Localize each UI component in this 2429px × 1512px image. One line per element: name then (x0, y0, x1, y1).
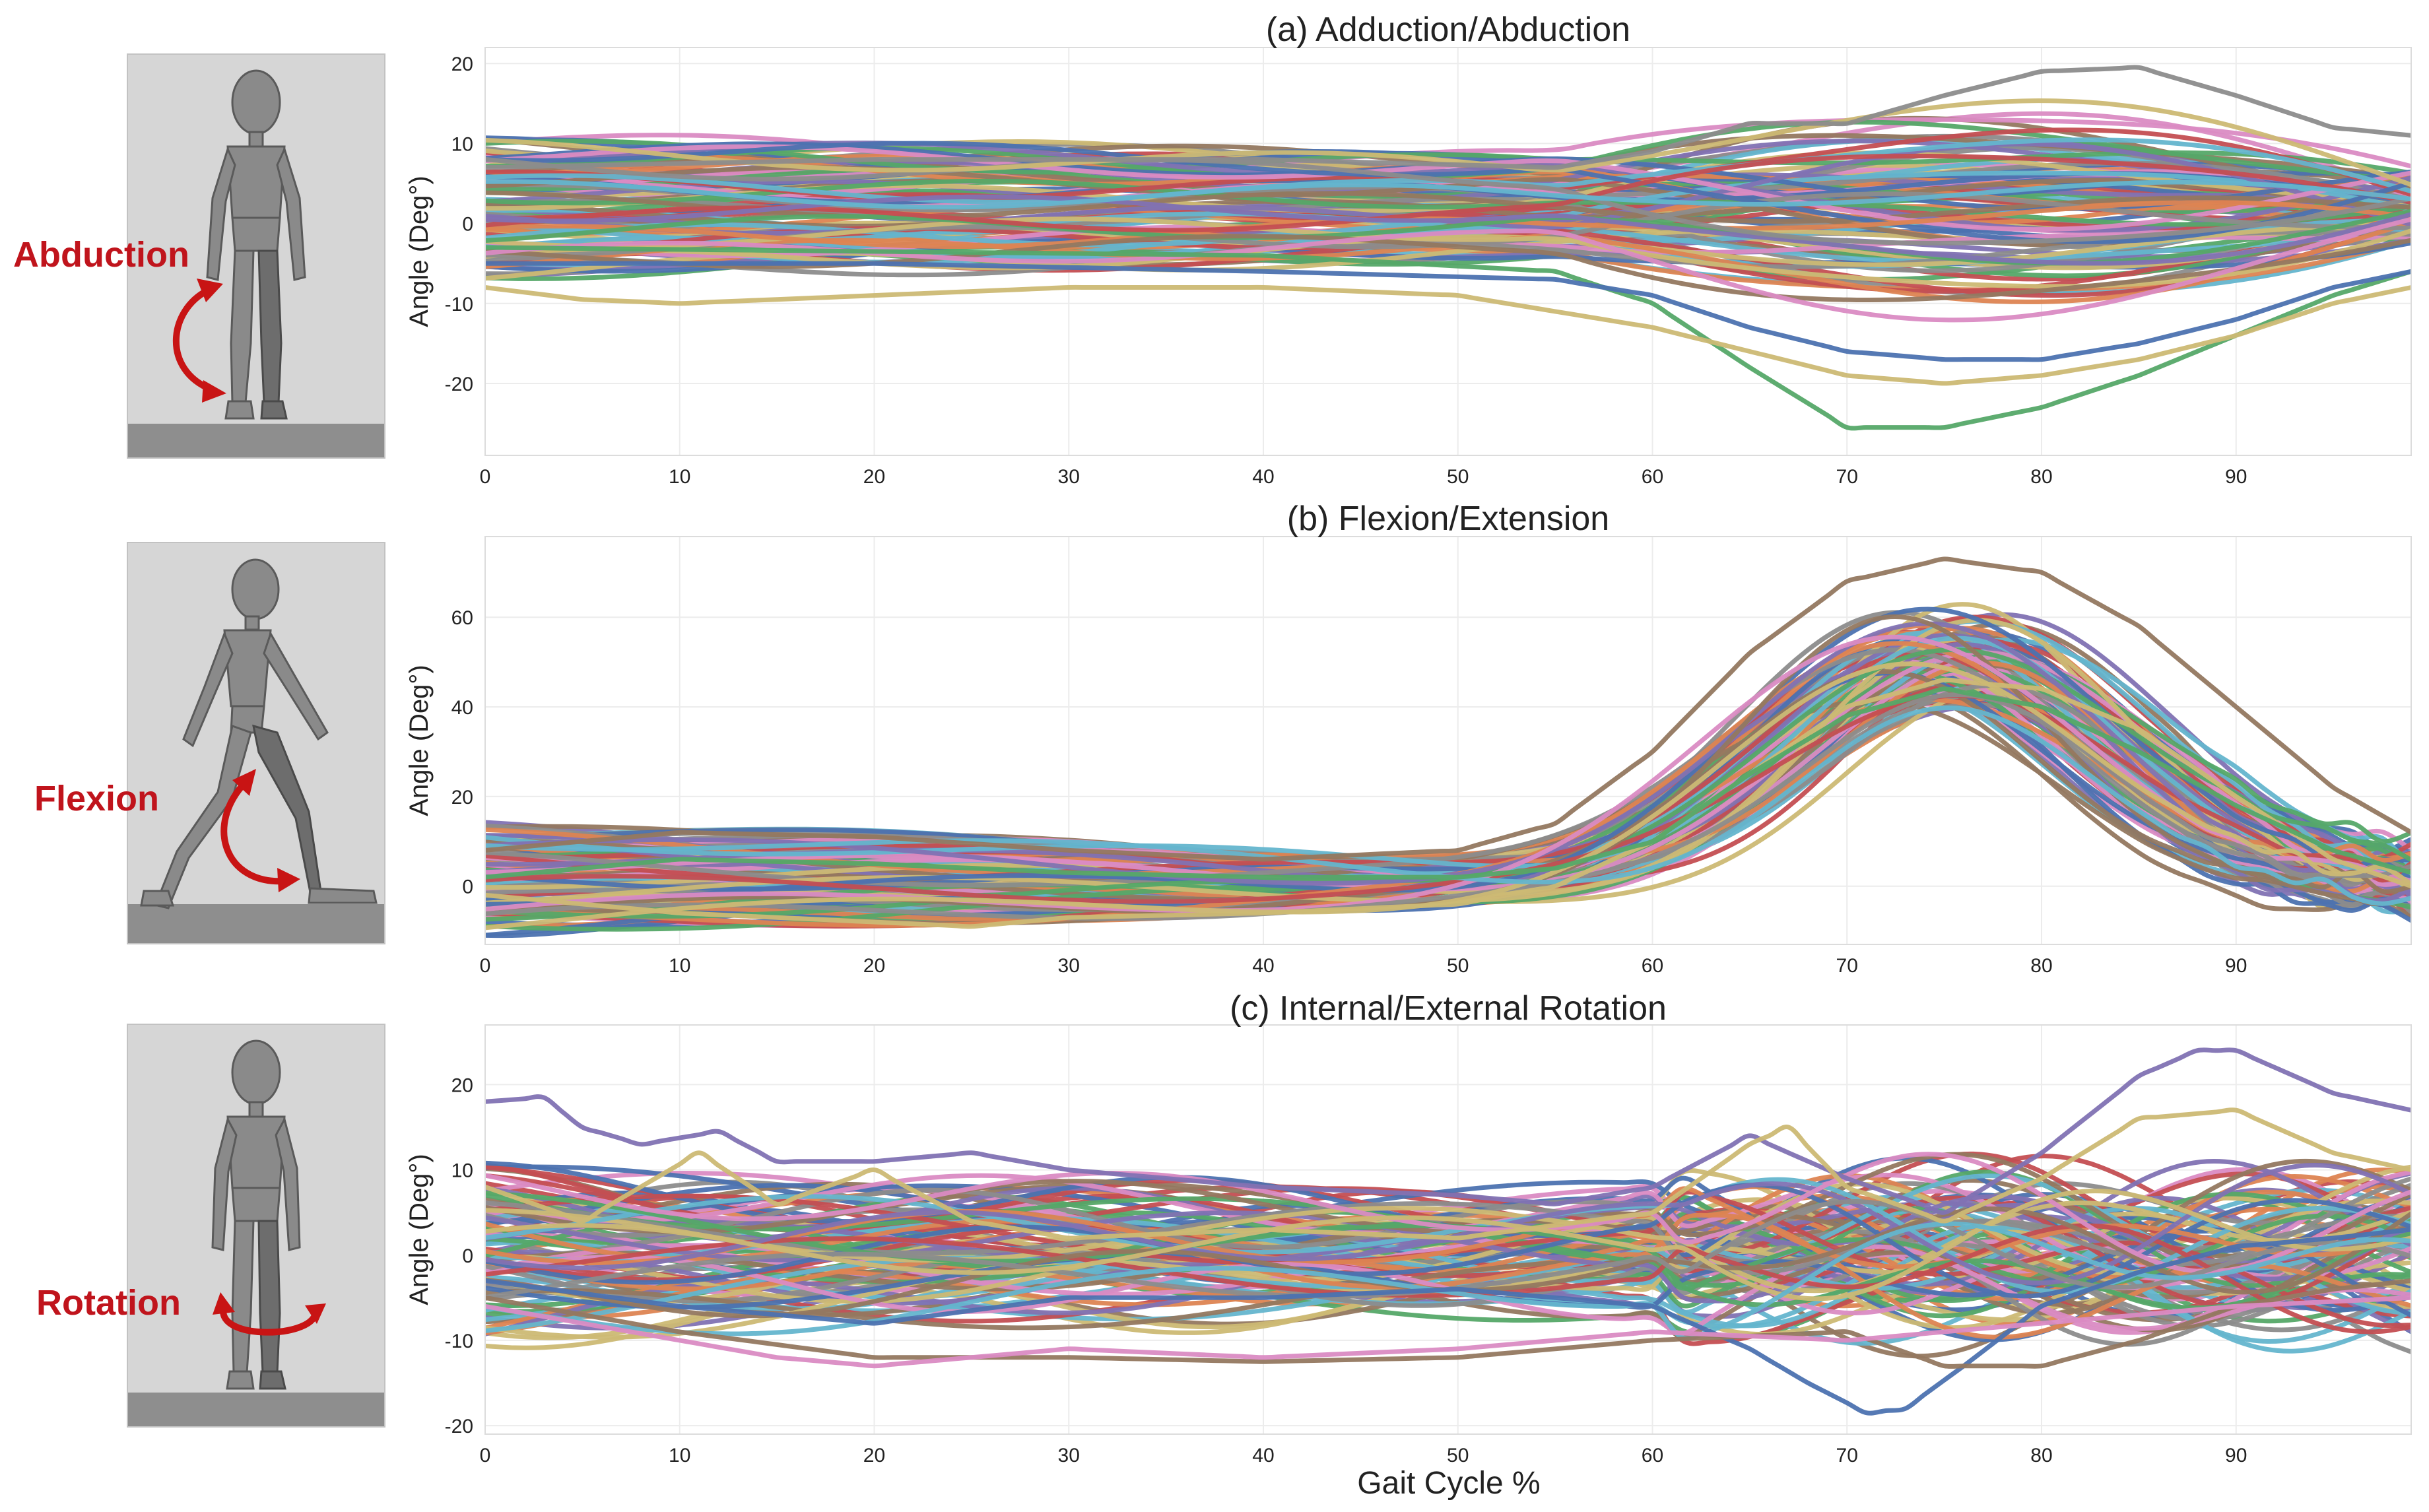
panel-title: (c) Internal/External Rotation (1230, 989, 1667, 1028)
y-tick-label: 10 (451, 1160, 473, 1182)
y-tick-label: 20 (451, 1074, 473, 1096)
x-tick-label: 90 (2225, 1445, 2247, 1466)
y-tick-label: 0 (462, 214, 473, 236)
y-tick-label: 10 (451, 133, 473, 155)
x-tick-label: 60 (1642, 1445, 1663, 1466)
thumbnail-flexion: Flexion (34, 542, 385, 944)
x-tick-label: 50 (1447, 955, 1469, 977)
x-tick-label: 0 (480, 955, 491, 977)
x-tick-label: 40 (1252, 955, 1274, 977)
x-tick-label: 80 (2030, 1445, 2052, 1466)
chart-internal-external-rotation: 0 10 20 30 40 50 60 70 80 90 20 10 0 -10 -20 Angle (Deg… (405, 989, 2411, 1466)
x-tick-label: 50 (1447, 466, 1469, 488)
x-tick-label: 30 (1058, 466, 1080, 488)
x-tick-label: 20 (863, 955, 885, 977)
y-tick-label: -10 (445, 1331, 473, 1352)
x-tick-label: 70 (1836, 466, 1858, 488)
y-tick-label: 20 (451, 53, 473, 75)
x-tick-label: 10 (669, 955, 690, 977)
thumbnail-rotation: Rotation (36, 1024, 385, 1427)
y-axis-label: Angle (Deg°) (405, 1154, 434, 1305)
x-tick-label: 40 (1252, 1445, 1274, 1466)
panel-title: (a) Adduction/Abduction (1266, 11, 1630, 49)
x-tick-label: 50 (1447, 1445, 1469, 1466)
panel-title: (b) Flexion/Extension (1287, 500, 1609, 538)
x-tick-label: 0 (480, 1445, 491, 1466)
y-tick-label: 60 (451, 607, 473, 629)
y-tick-label: 20 (451, 787, 473, 808)
x-tick-label: 10 (669, 1445, 690, 1466)
thumbnail-abduction: Abduction (13, 54, 385, 458)
x-tick-label: 60 (1642, 466, 1663, 488)
x-tick-label: 30 (1058, 955, 1080, 977)
x-tick-label: 70 (1836, 1445, 1858, 1466)
x-tick-label: 20 (863, 466, 885, 488)
x-tick-label: 0 (480, 466, 491, 488)
y-tick-label: -20 (445, 1416, 473, 1437)
y-tick-label: -20 (445, 374, 473, 395)
x-tick-label: 30 (1058, 1445, 1080, 1466)
x-tick-label: 90 (2225, 955, 2247, 977)
y-tick-label: 0 (462, 876, 473, 898)
x-tick-label: 10 (669, 466, 690, 488)
motion-label-flexion: Flexion (34, 779, 159, 818)
motion-label-abduction: Abduction (13, 235, 189, 275)
x-tick-label: 80 (2030, 466, 2052, 488)
y-tick-label: 0 (462, 1245, 473, 1267)
motion-label-rotation: Rotation (36, 1283, 181, 1323)
y-tick-label: -10 (445, 294, 473, 315)
x-tick-label: 40 (1252, 466, 1274, 488)
y-tick-label: 40 (451, 697, 473, 719)
y-axis-label: Angle (Deg°) (405, 176, 434, 327)
x-tick-label: 80 (2030, 955, 2052, 977)
chart-adduction-abduction: 0 10 20 30 40 50 60 70 80 90 20 10 0 -10 -20 Angle (Deg… (405, 11, 2411, 488)
x-tick-label: 20 (863, 1445, 885, 1466)
chart-flexion-extension: 0 10 20 30 40 50 60 70 80 90 60 40 20 0 Angle (Deg°) (b… (405, 500, 2411, 977)
x-tick-label: 90 (2225, 466, 2247, 488)
x-tick-label: 60 (1642, 955, 1663, 977)
x-axis-title: Gait Cycle % (1357, 1466, 1540, 1501)
y-axis-label: Angle (Deg°) (405, 665, 434, 816)
x-tick-label: 70 (1836, 955, 1858, 977)
